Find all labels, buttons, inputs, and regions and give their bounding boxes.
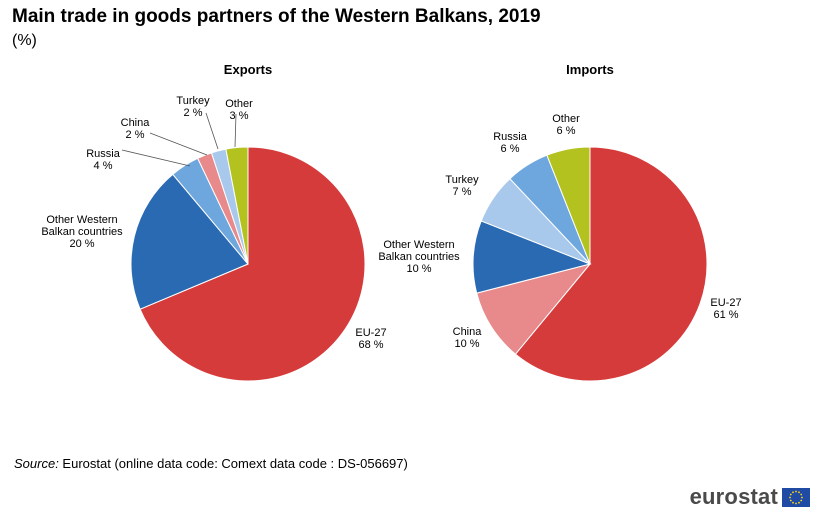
exports-pie: Exports EU-27 68 % Other Western Balkan coun… xyxy=(41,62,387,382)
imports-pie: Imports EU-27 61 % China 10 % Other Western Ba… xyxy=(378,62,742,382)
imports-slice-eu-27 xyxy=(514,146,708,382)
exports-label-other-western-balkan-countries: Other Western Balkan countries 20 % xyxy=(41,214,123,250)
imports-slice-other-western-balkan-countries xyxy=(472,220,592,294)
imports-label-china: China 10 % xyxy=(453,326,483,350)
exports-leader-china xyxy=(149,132,208,156)
imports-slice-china xyxy=(476,263,592,355)
exports-label-other: Other 3 % xyxy=(225,98,253,122)
pie-charts: Exports EU-27 68 % Other Western Balkan coun… xyxy=(41,62,742,382)
logo-text: eurostat xyxy=(689,484,778,509)
exports-label-russia: Russia 4 % xyxy=(86,148,121,172)
imports-title: Imports xyxy=(566,62,614,77)
source-note: Source: Eurostat (online data code: Come… xyxy=(14,456,408,471)
exports-leader-russia xyxy=(121,149,191,167)
chart-title: Main trade in goods partners of the West… xyxy=(12,6,541,27)
eurostat-logo: eurostat xyxy=(690,484,810,510)
exports-slice-eu-27 xyxy=(139,146,366,382)
source-label: Source: xyxy=(14,456,59,471)
chart-subtitle: (%) xyxy=(12,32,37,49)
eu-flag-icon xyxy=(782,487,810,507)
exports-slice-other xyxy=(225,146,249,265)
imports-label-other: Other 6 % xyxy=(552,113,580,137)
exports-slice-other-western-balkan-countries xyxy=(130,173,249,310)
exports-label-eu-27: EU-27 68 % xyxy=(355,327,386,351)
exports-label-china: China 2 % xyxy=(121,117,151,141)
imports-label-russia: Russia 6 % xyxy=(493,131,528,155)
exports-title: Exports xyxy=(224,62,272,77)
exports-leader-turkey xyxy=(205,112,219,150)
imports-slice-other xyxy=(546,146,591,265)
exports-leader-other xyxy=(234,113,237,148)
imports-label-eu-27: EU-27 61 % xyxy=(710,297,741,321)
source-text: Eurostat (online data code: Comext data … xyxy=(58,456,408,471)
imports-label-turkey: Turkey 7 % xyxy=(445,174,479,198)
imports-label-other-western-balkan-countries: Other Western Balkan countries 10 % xyxy=(378,239,460,275)
exports-label-turkey: Turkey 2 % xyxy=(176,95,210,119)
